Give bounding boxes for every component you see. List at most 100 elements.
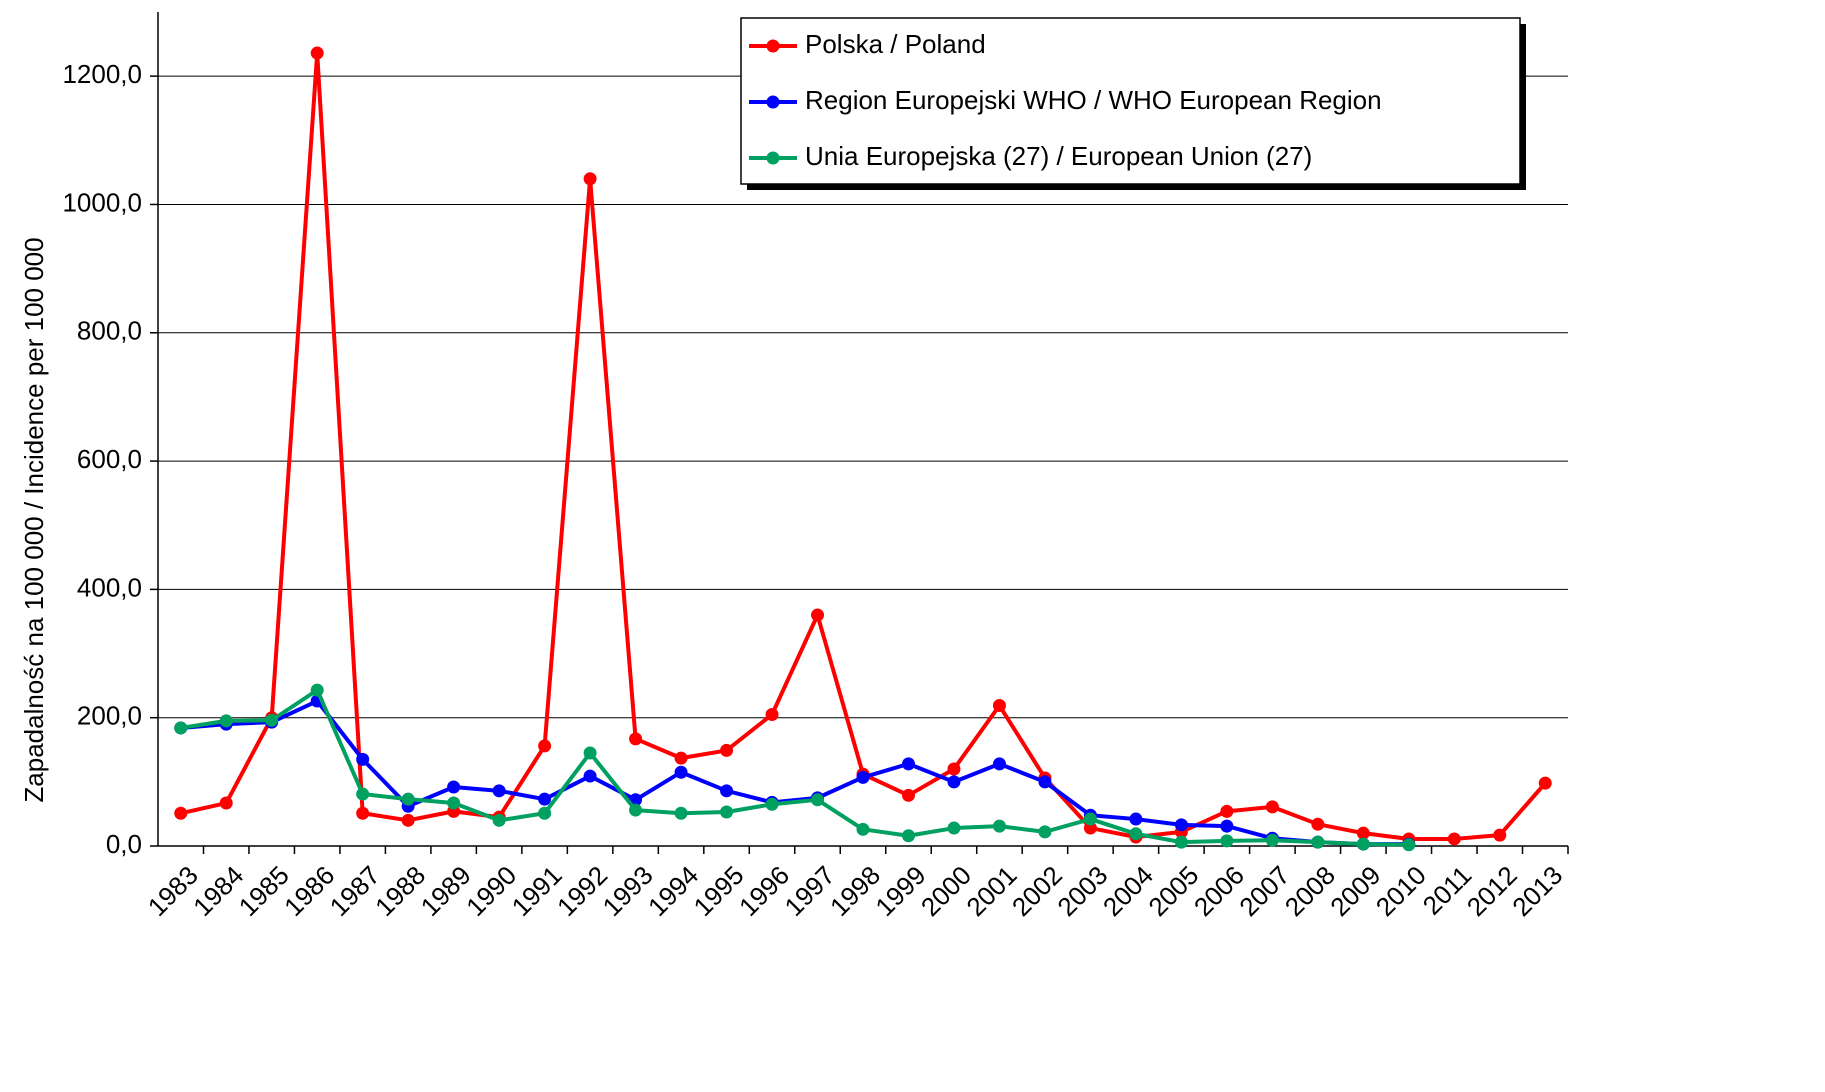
x-tick-label: 1984 xyxy=(187,860,249,922)
data-point xyxy=(901,788,915,802)
data-point xyxy=(310,683,324,697)
data-point xyxy=(1220,804,1234,818)
data-point xyxy=(538,806,552,820)
data-point xyxy=(447,780,461,794)
data-point xyxy=(538,792,552,806)
x-tick-label: 1989 xyxy=(415,860,477,922)
series-line xyxy=(180,688,1409,847)
data-point xyxy=(1311,817,1325,831)
data-point xyxy=(629,803,643,817)
y-axis-label: Zapadalność na 100 000 / Incidence per 1… xyxy=(19,237,49,802)
x-tick-label: 2013 xyxy=(1506,860,1568,922)
data-point xyxy=(992,757,1006,771)
legend-label: Polska / Poland xyxy=(805,29,986,59)
legend xyxy=(740,17,1521,185)
data-point xyxy=(947,821,961,835)
data-point xyxy=(401,813,415,827)
x-tick-label: 1998 xyxy=(824,860,886,922)
data-point xyxy=(174,721,188,735)
data-point xyxy=(583,769,597,783)
data-point xyxy=(356,752,370,766)
data-point xyxy=(219,796,233,810)
data-point xyxy=(1356,826,1370,840)
data-point xyxy=(765,707,779,721)
data-point xyxy=(1174,835,1188,849)
data-point xyxy=(1038,775,1052,789)
data-point xyxy=(947,762,961,776)
data-point xyxy=(856,770,870,784)
data-point xyxy=(811,793,825,807)
data-point xyxy=(1220,819,1234,833)
data-point xyxy=(219,714,233,728)
data-point xyxy=(1402,838,1416,852)
data-point xyxy=(1493,828,1507,842)
x-tick-label: 2009 xyxy=(1324,860,1386,922)
data-point xyxy=(356,806,370,820)
data-point xyxy=(1265,833,1279,847)
y-tick-label: 0,0 xyxy=(106,829,142,859)
x-tick-label: 1990 xyxy=(460,860,522,922)
x-tick-label: 2011 xyxy=(1417,860,1478,921)
x-tick-label: 1988 xyxy=(369,860,431,922)
data-point xyxy=(901,757,915,771)
legend-marker xyxy=(766,151,780,165)
data-point xyxy=(1265,800,1279,814)
x-tick-label: 2012 xyxy=(1461,860,1523,922)
x-tick-label: 2002 xyxy=(1006,860,1068,922)
y-tick-label: 1000,0 xyxy=(62,187,142,217)
legend-label: Region Europejski WHO / WHO European Reg… xyxy=(805,85,1382,115)
data-point xyxy=(401,792,415,806)
x-tick-label: 1997 xyxy=(779,860,841,922)
x-tick-label: 2005 xyxy=(1142,860,1204,922)
data-point xyxy=(674,806,688,820)
legend-label: Unia Europejska (27) / European Union (2… xyxy=(805,141,1312,171)
data-point xyxy=(1083,812,1097,826)
x-tick-label: 1985 xyxy=(233,860,295,922)
legend-marker xyxy=(766,95,780,109)
data-point xyxy=(674,751,688,765)
y-tick-label: 200,0 xyxy=(77,701,142,731)
x-tick-label: 2006 xyxy=(1188,860,1250,922)
data-point xyxy=(1129,827,1143,841)
data-point xyxy=(538,739,552,753)
data-point xyxy=(583,746,597,760)
x-tick-label: 2007 xyxy=(1233,860,1295,922)
data-point xyxy=(1038,825,1052,839)
data-point xyxy=(992,819,1006,833)
data-point xyxy=(674,765,688,779)
data-point xyxy=(1538,776,1552,790)
x-tick-label: 2008 xyxy=(1279,860,1341,922)
y-tick-label: 600,0 xyxy=(77,444,142,474)
x-tick-label: 2000 xyxy=(915,860,977,922)
y-tick-label: 1200,0 xyxy=(62,59,142,89)
x-tick-label: 1996 xyxy=(733,860,795,922)
data-point xyxy=(1220,834,1234,848)
data-point xyxy=(1174,818,1188,832)
data-point xyxy=(1129,812,1143,826)
data-point xyxy=(492,784,506,798)
y-tick-label: 400,0 xyxy=(77,572,142,602)
y-tick-label: 800,0 xyxy=(77,316,142,346)
x-tick-label: 1991 xyxy=(506,860,568,922)
x-tick-label: 1994 xyxy=(642,860,704,922)
x-tick-label: 1983 xyxy=(142,860,204,922)
data-point xyxy=(1356,837,1370,851)
data-point xyxy=(1447,832,1461,846)
data-point xyxy=(447,796,461,810)
data-point xyxy=(629,732,643,746)
data-point xyxy=(310,46,324,60)
data-point xyxy=(174,806,188,820)
data-point xyxy=(811,608,825,622)
data-point xyxy=(720,784,734,798)
data-point xyxy=(356,787,370,801)
data-point xyxy=(992,699,1006,713)
data-point xyxy=(583,172,597,186)
data-point xyxy=(492,813,506,827)
data-point xyxy=(1083,821,1097,835)
x-tick-label: 2001 xyxy=(960,860,1022,922)
x-tick-label: 1993 xyxy=(597,860,659,922)
legend-marker xyxy=(766,39,780,53)
data-point xyxy=(856,822,870,836)
data-point xyxy=(765,797,779,811)
